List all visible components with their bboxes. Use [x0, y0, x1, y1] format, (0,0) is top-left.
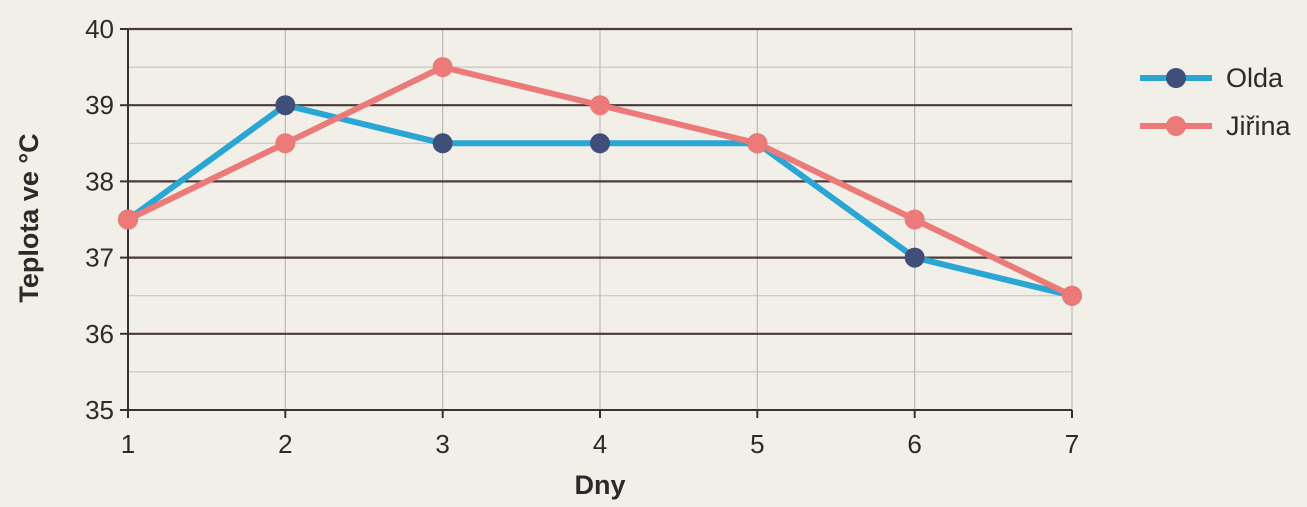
x-tick-label: 6 — [907, 429, 921, 459]
x-tick-label: 1 — [121, 429, 135, 459]
y-tick-label: 38 — [85, 166, 114, 196]
grid-layer — [128, 27, 1073, 410]
x-axis-title: Dny — [574, 470, 625, 500]
data-point — [275, 133, 296, 154]
x-tick-label: 7 — [1065, 429, 1079, 459]
y-tick-label: 40 — [85, 14, 114, 44]
data-point — [590, 133, 610, 154]
data-point — [590, 95, 610, 116]
x-tick-label: 3 — [435, 429, 449, 459]
data-point — [904, 247, 925, 268]
legend-item: Jiřina — [1140, 111, 1292, 141]
y-tick-label: 39 — [85, 90, 114, 120]
legend: Olda Jiřina — [1140, 63, 1292, 141]
x-tick-label: 2 — [278, 429, 292, 459]
y-tick-label: 35 — [85, 395, 114, 425]
data-point — [432, 57, 453, 78]
y-tick-label: 36 — [85, 319, 114, 349]
data-point — [747, 133, 768, 154]
legend-item: Olda — [1140, 63, 1284, 93]
data-point — [904, 209, 925, 230]
data-point — [118, 209, 138, 230]
legend-marker — [1166, 68, 1186, 88]
y-tick-label: 37 — [85, 243, 114, 273]
x-tick-label: 4 — [593, 429, 607, 459]
legend-label: Jiřina — [1226, 111, 1292, 141]
data-point — [275, 95, 296, 116]
x-tick-label: 5 — [750, 429, 764, 459]
legend-marker — [1166, 116, 1186, 136]
legend-label: Olda — [1226, 63, 1284, 93]
axis-layer: 35 36 37 38 39 40 1 2 3 4 5 6 7 — [85, 14, 1079, 459]
data-point — [1062, 285, 1082, 306]
series-layer — [118, 57, 1082, 306]
y-axis-title: Teplota ve °C — [14, 133, 44, 302]
data-point — [432, 133, 453, 154]
